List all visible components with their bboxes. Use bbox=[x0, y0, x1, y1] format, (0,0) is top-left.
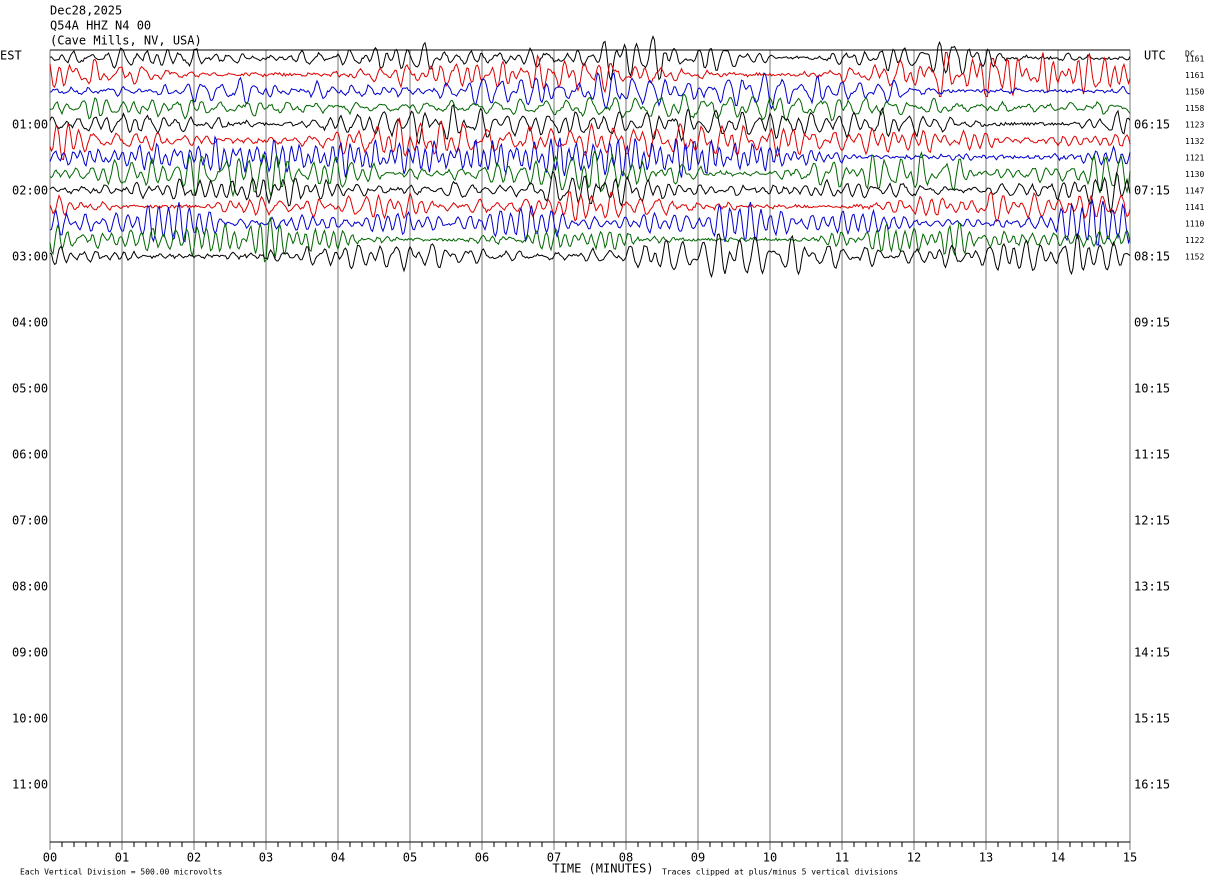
utc-label: 06:15 bbox=[1134, 118, 1170, 132]
est-label: 11:00 bbox=[12, 778, 48, 792]
trace bbox=[49, 135, 1131, 178]
x-tick-label: 00 bbox=[43, 851, 57, 865]
dc-value: 1158 bbox=[1185, 104, 1204, 113]
x-tick-label: 07 bbox=[547, 851, 561, 865]
x-tick-label: 11 bbox=[835, 851, 849, 865]
trace bbox=[49, 191, 1131, 223]
x-tick-label: 01 bbox=[115, 851, 129, 865]
utc-label: 13:15 bbox=[1134, 580, 1170, 594]
trace bbox=[49, 150, 1131, 198]
est-label: 04:00 bbox=[12, 316, 48, 330]
x-tick-label: 05 bbox=[403, 851, 417, 865]
dc-value: 1150 bbox=[1185, 88, 1204, 97]
dc-title: DC bbox=[1185, 50, 1195, 59]
x-tick-label: 15 bbox=[1123, 851, 1137, 865]
grid bbox=[49, 50, 1131, 850]
utc-label: 12:15 bbox=[1134, 514, 1170, 528]
trace bbox=[49, 71, 1131, 111]
utc-label: 09:15 bbox=[1134, 316, 1170, 330]
dc-value: 1121 bbox=[1185, 154, 1204, 163]
utc-label: 11:15 bbox=[1134, 448, 1170, 462]
date: Dec28,2025 bbox=[50, 4, 122, 18]
dc-value: 1161 bbox=[1185, 55, 1204, 64]
est-label: 05:00 bbox=[12, 382, 48, 396]
trace bbox=[49, 93, 1131, 122]
dc-value: 1132 bbox=[1185, 137, 1204, 146]
location: (Cave Mills, NV, USA) bbox=[50, 34, 202, 48]
x-tick-label: 08 bbox=[619, 851, 633, 865]
x-tick-label: 12 bbox=[907, 851, 921, 865]
utc-label: 14:15 bbox=[1134, 646, 1170, 660]
x-axis-title: TIME (MINUTES) bbox=[552, 862, 653, 876]
utc-label: 07:15 bbox=[1134, 184, 1170, 198]
x-tick-label: 03 bbox=[259, 851, 273, 865]
utc-label: 15:15 bbox=[1134, 712, 1170, 726]
station: Q54A HHZ N4 00 bbox=[50, 19, 151, 33]
x-tick-label: 04 bbox=[331, 851, 345, 865]
trace bbox=[49, 171, 1131, 214]
trace bbox=[49, 35, 1131, 82]
x-tick-label: 14 bbox=[1051, 851, 1065, 865]
dc-value: 1123 bbox=[1185, 121, 1204, 130]
est-label: 08:00 bbox=[12, 580, 48, 594]
dc-value: 1152 bbox=[1185, 253, 1204, 262]
dc-value: 1122 bbox=[1185, 236, 1204, 245]
utc-label: 08:15 bbox=[1134, 250, 1170, 264]
trace bbox=[49, 199, 1131, 246]
trace bbox=[49, 217, 1131, 263]
x-tick-label: 09 bbox=[691, 851, 705, 865]
clip-note: Traces clipped at plus/minus 5 vertical … bbox=[662, 868, 898, 877]
dc-value: 1161 bbox=[1185, 71, 1204, 80]
traces bbox=[49, 35, 1131, 279]
trace bbox=[49, 52, 1131, 97]
est-label: 02:00 bbox=[12, 184, 48, 198]
est-label: 09:00 bbox=[12, 646, 48, 660]
est-label: 03:00 bbox=[12, 250, 48, 264]
dc-value: 1147 bbox=[1185, 187, 1204, 196]
x-tick-label: 13 bbox=[979, 851, 993, 865]
x-tick-label: 10 bbox=[763, 851, 777, 865]
x-tick-label: 02 bbox=[187, 851, 201, 865]
utc-label: 16:15 bbox=[1134, 778, 1170, 792]
trace bbox=[49, 232, 1131, 279]
est-label: 06:00 bbox=[12, 448, 48, 462]
est-label: 01:00 bbox=[12, 118, 48, 132]
utc-label: 10:15 bbox=[1134, 382, 1170, 396]
right-axis-title: UTC bbox=[1144, 49, 1166, 63]
scale-note: Each Vertical Division = 500.00 microvol… bbox=[20, 868, 222, 877]
est-label: 10:00 bbox=[12, 712, 48, 726]
left-axis-title: EST bbox=[0, 49, 22, 63]
dc-value: 1130 bbox=[1185, 170, 1204, 179]
x-tick-label: 06 bbox=[475, 851, 489, 865]
trace bbox=[49, 103, 1131, 145]
est-label: 07:00 bbox=[12, 514, 48, 528]
trace bbox=[49, 117, 1131, 161]
dc-value: 1141 bbox=[1185, 203, 1204, 212]
dc-value: 1110 bbox=[1185, 220, 1204, 229]
